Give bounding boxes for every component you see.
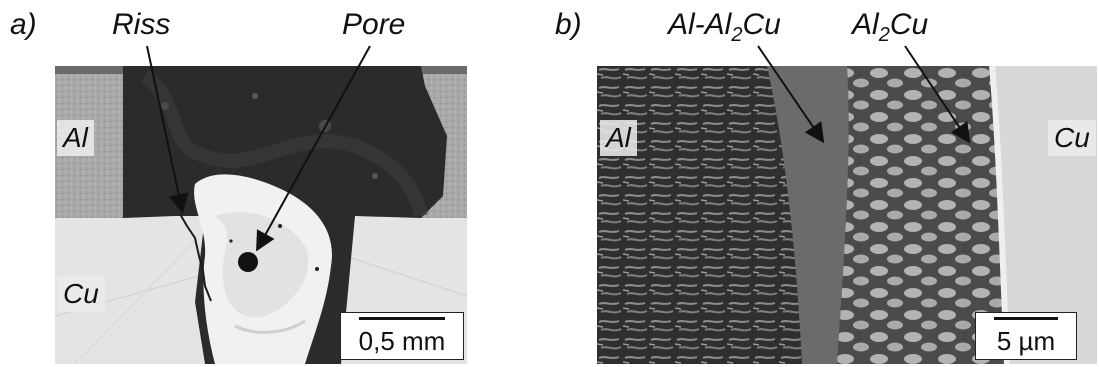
al-al2cu-suffix: Cu [742, 8, 781, 41]
al2cu-prefix: Al [852, 8, 879, 41]
panel-a-scale-bar: 0,5 mm [340, 312, 464, 360]
al-al2cu-subscript: 2 [731, 24, 743, 46]
al-al2cu-prefix: Al-Al [668, 8, 732, 41]
panel-b-scale-line [994, 317, 1058, 320]
panel-b-scale-bar: 5 µm [975, 312, 1077, 360]
panel-a-scale-text: 0,5 mm [358, 326, 446, 356]
panel-a-al-label: Al [57, 120, 94, 156]
riss-callout-label: Riss [112, 8, 171, 41]
pore-callout-label: Pore [342, 8, 406, 41]
panel-b-al-label: Al [600, 120, 637, 156]
panel-a-letter: a) [10, 8, 37, 41]
al-al2cu-callout-label: Al-Al2Cu [668, 8, 781, 47]
panel-b-cu-label: Cu [1048, 120, 1096, 156]
panel-a-scale-line [359, 317, 445, 320]
panel-b-letter: b) [555, 8, 582, 41]
al2cu-callout-label: Al2Cu [852, 8, 928, 47]
panel-a-cu-label: Cu [57, 276, 105, 312]
al2cu-suffix: Cu [889, 8, 929, 41]
panel-b-scale-text: 5 µm [996, 326, 1056, 356]
al2cu-subscript: 2 [878, 24, 890, 46]
